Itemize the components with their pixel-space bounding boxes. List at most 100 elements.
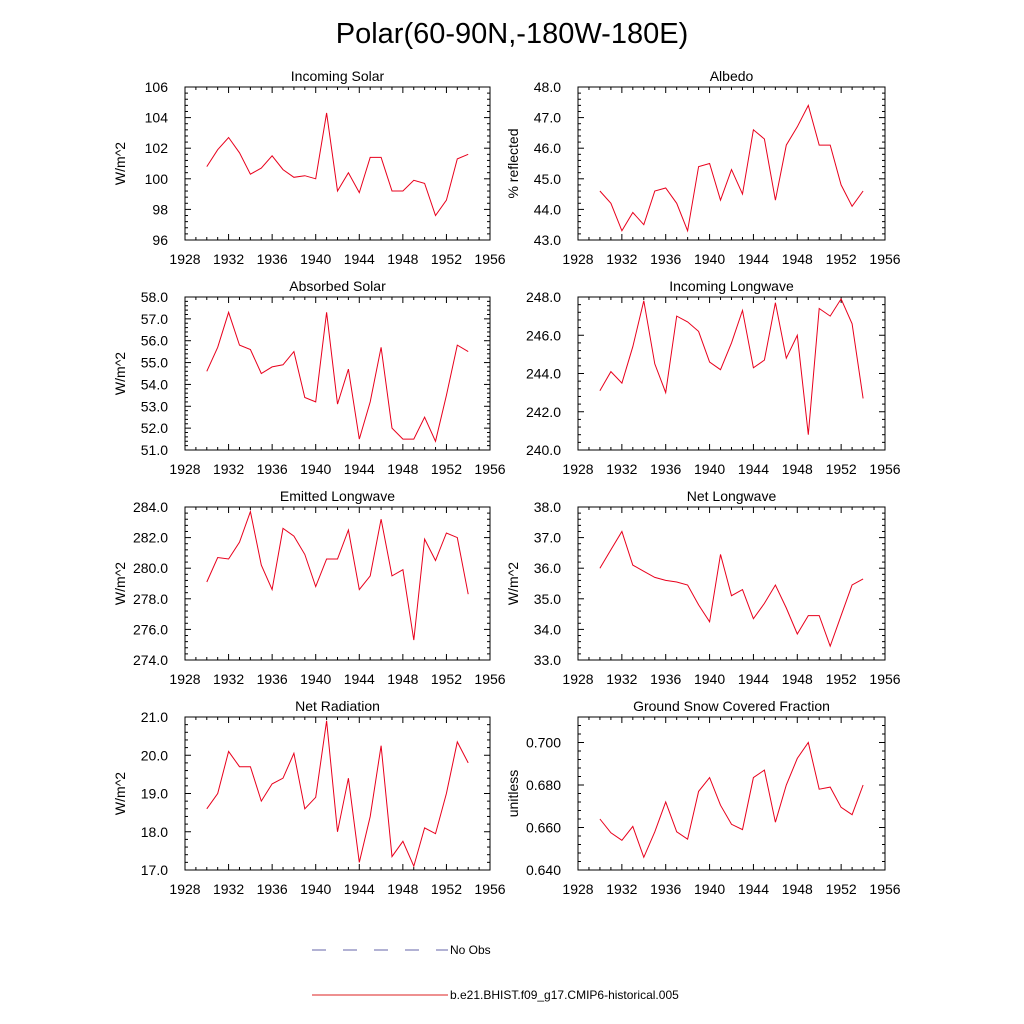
panel-frame: [184, 716, 491, 871]
x-tick-label: 1932: [606, 671, 637, 687]
y-tick-label: 35.0: [534, 591, 561, 607]
x-tick-label: 1948: [387, 881, 418, 897]
series-line: [599, 741, 864, 859]
x-tick-label: 1932: [213, 671, 244, 687]
x-tick-label: 1952: [826, 461, 857, 477]
panel-frame: [577, 296, 886, 451]
y-tick-label: 43.0: [534, 232, 561, 248]
panel-3: Absorbed Solar 1928 1932 1936 1940 1944 1948 19…: [112, 278, 506, 477]
x-tick-label: 1944: [344, 251, 375, 267]
x-tick-label: 1948: [387, 671, 418, 687]
y-axis-label: W/m^2: [112, 352, 128, 395]
x-tick-label: 1936: [650, 251, 681, 267]
x-tick-label: 1940: [300, 251, 331, 267]
x-tick-label: 1932: [606, 881, 637, 897]
panel-title: Net Radiation: [295, 698, 380, 714]
x-tick-label: 1928: [169, 461, 200, 477]
x-tick-label: 1956: [869, 461, 900, 477]
y-tick-label: 98: [152, 201, 168, 217]
y-tick-label: 104: [145, 110, 169, 126]
x-tick-label: 1940: [300, 461, 331, 477]
series-line: [206, 112, 469, 217]
x-tick-label: 1956: [474, 251, 505, 267]
y-tick-label: 244.0: [526, 366, 561, 382]
legend-label-model: b.e21.BHIST.f09_g17.CMIP6-historical.005: [450, 988, 679, 1002]
y-axis-label: W/m^2: [505, 562, 521, 605]
y-tick-label: 278.0: [133, 591, 168, 607]
y-tick-label: 47.0: [534, 110, 561, 126]
panel-4: Incoming Longwave 1928 1932 1936 1940 1944 194…: [526, 278, 901, 477]
y-tick-label: 19.0: [141, 786, 168, 802]
x-tick-label: 1928: [169, 671, 200, 687]
y-tick-label: 58.0: [141, 289, 168, 305]
x-tick-label: 1952: [431, 251, 462, 267]
series-line: [599, 530, 864, 648]
panel-frame: [577, 506, 886, 661]
y-tick-label: 274.0: [133, 652, 168, 668]
y-tick-label: 280.0: [133, 560, 168, 576]
x-tick-label: 1932: [213, 251, 244, 267]
y-tick-label: 45.0: [534, 171, 561, 187]
x-tick-label: 1956: [474, 461, 505, 477]
x-tick-label: 1948: [782, 251, 813, 267]
y-tick-label: 0.640: [526, 862, 561, 878]
panel-title: Emitted Longwave: [280, 488, 395, 504]
panel-title: Albedo: [710, 68, 754, 84]
x-tick-label: 1940: [694, 881, 725, 897]
y-tick-label: 33.0: [534, 652, 561, 668]
y-tick-label: 96: [152, 232, 168, 248]
y-tick-label: 276.0: [133, 621, 168, 637]
x-tick-label: 1956: [869, 881, 900, 897]
legend-label-no-obs: No Obs: [450, 943, 491, 957]
x-tick-label: 1936: [650, 671, 681, 687]
series-line: [599, 297, 864, 435]
y-tick-label: 53.0: [141, 398, 168, 414]
x-tick-label: 1952: [826, 881, 857, 897]
x-tick-label: 1944: [738, 671, 769, 687]
panel-title: Net Longwave: [687, 488, 777, 504]
x-tick-label: 1928: [169, 881, 200, 897]
y-tick-label: 282.0: [133, 530, 168, 546]
panel-8: Ground Snow Covered Fraction 1928 1932 1936…: [505, 698, 901, 897]
y-axis-label: W/m^2: [112, 562, 128, 605]
y-axis-label: % reflected: [505, 128, 521, 198]
x-tick-label: 1936: [257, 461, 288, 477]
y-tick-label: 100: [145, 171, 169, 187]
x-tick-label: 1940: [694, 671, 725, 687]
x-tick-label: 1952: [431, 671, 462, 687]
panel-frame: [577, 86, 886, 241]
panel-6: Net Longwave 1928 1932 1936 1940 1944 1948 1952…: [505, 488, 901, 687]
x-tick-label: 1948: [387, 251, 418, 267]
x-tick-label: 1936: [650, 461, 681, 477]
y-tick-label: 106: [145, 79, 169, 95]
panel-title: Ground Snow Covered Fraction: [633, 698, 830, 714]
x-tick-label: 1932: [606, 251, 637, 267]
x-tick-label: 1944: [344, 671, 375, 687]
y-tick-label: 38.0: [534, 499, 561, 515]
y-axis-label: W/m^2: [112, 142, 128, 185]
panel-2: Albedo 1928 1932 1936 1940 1944 1948 1952 1956 43…: [505, 68, 901, 267]
x-tick-label: 1944: [344, 881, 375, 897]
x-tick-label: 1932: [213, 881, 244, 897]
y-tick-label: 284.0: [133, 499, 168, 515]
y-axis-label: W/m^2: [112, 772, 128, 815]
y-tick-label: 17.0: [141, 862, 168, 878]
y-tick-label: 57.0: [141, 311, 168, 327]
legend: No Obs b.e21.BHIST.f09_g17.CMIP6-histori…: [312, 943, 679, 1002]
x-tick-label: 1952: [826, 671, 857, 687]
y-tick-label: 20.0: [141, 747, 168, 763]
panel-frame: [577, 716, 886, 871]
y-tick-label: 0.680: [526, 777, 561, 793]
series-line: [206, 310, 469, 443]
y-tick-label: 246.0: [526, 327, 561, 343]
y-tick-label: 51.0: [141, 442, 168, 458]
x-tick-label: 1944: [738, 881, 769, 897]
y-tick-label: 18.0: [141, 824, 168, 840]
x-tick-label: 1948: [782, 461, 813, 477]
x-tick-label: 1944: [738, 461, 769, 477]
y-tick-label: 34.0: [534, 621, 561, 637]
y-tick-label: 52.0: [141, 420, 168, 436]
x-tick-label: 1932: [606, 461, 637, 477]
y-tick-label: 44.0: [534, 201, 561, 217]
